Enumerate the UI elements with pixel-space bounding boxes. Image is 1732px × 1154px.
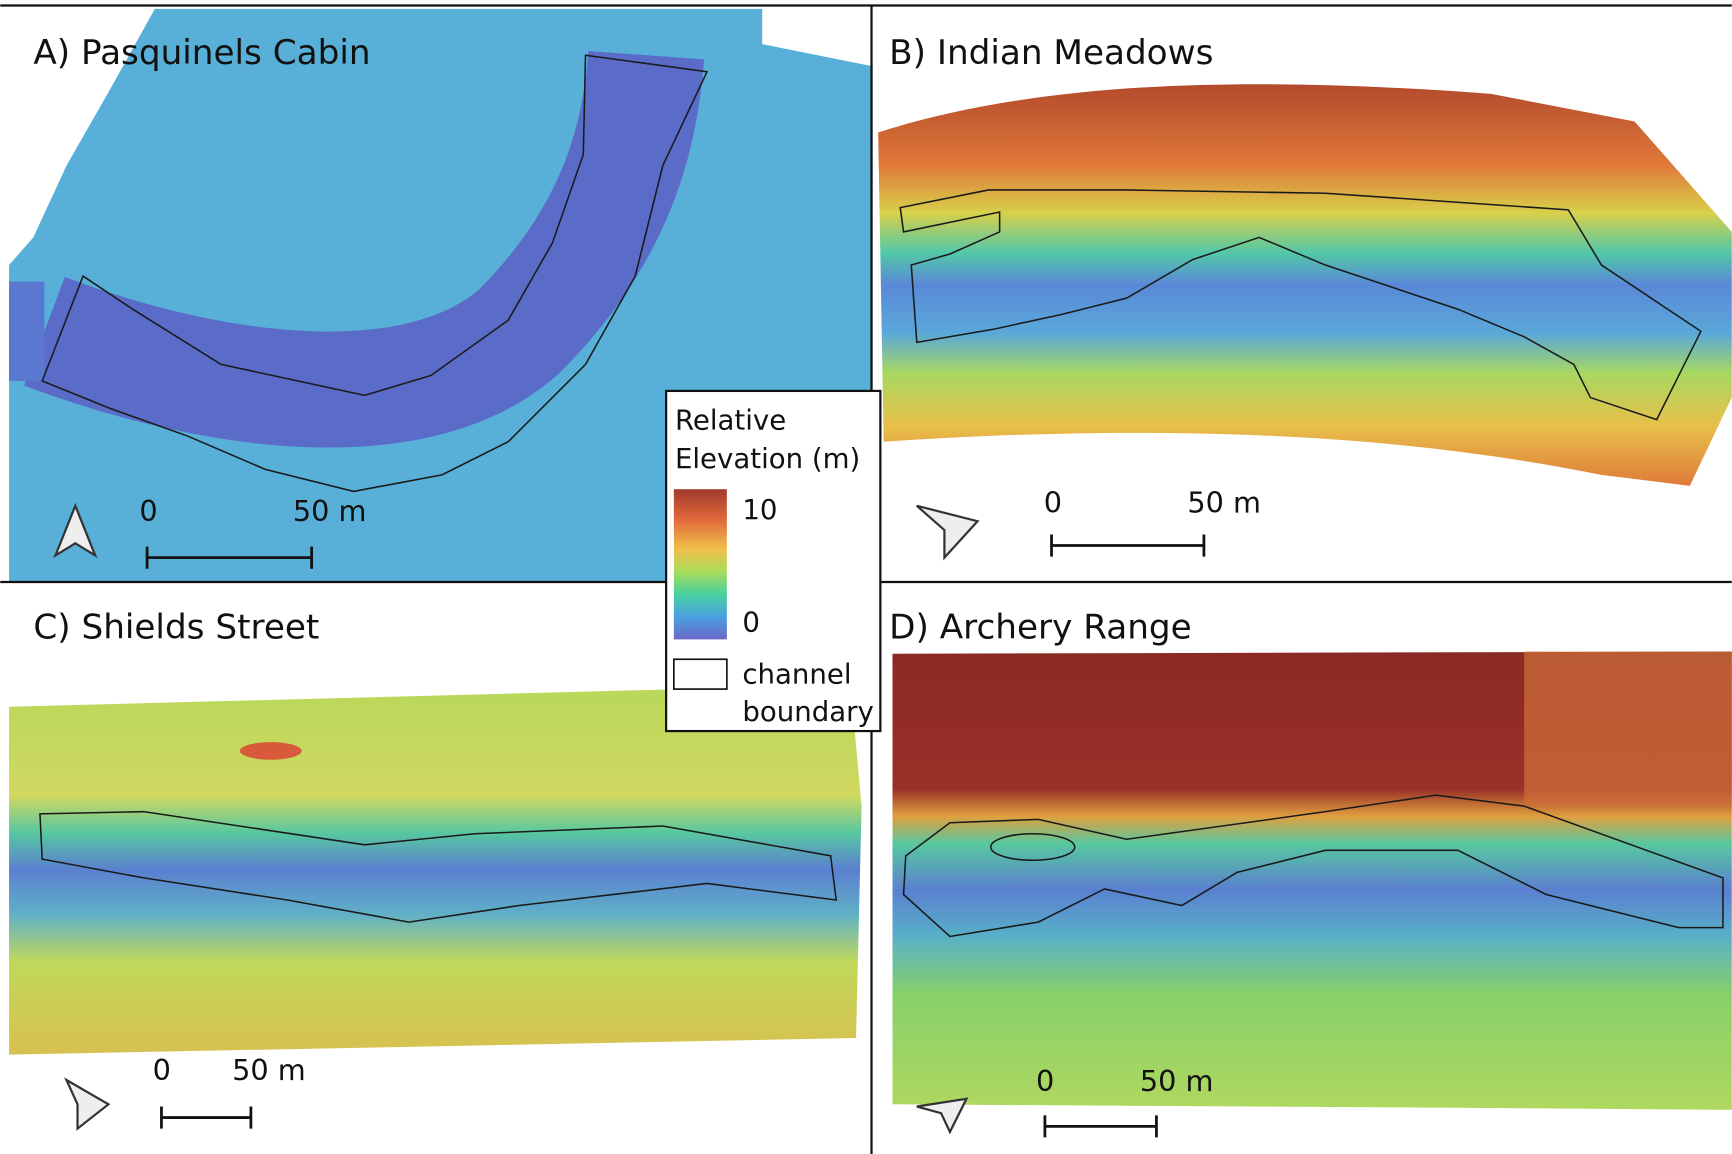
colorbar [674, 489, 727, 639]
panel-c [9, 685, 862, 1055]
north-arrow [66, 1080, 108, 1129]
scale-bar [161, 1107, 250, 1129]
scale-label: 50 m [1140, 1064, 1214, 1098]
panel-d [893, 652, 1732, 1110]
legend: Relative Elevation (m) 10 0 channel boun… [666, 391, 880, 731]
legend-label: boundary [742, 695, 873, 728]
scale-label: 50 m [232, 1053, 306, 1087]
legend-title: Elevation (m) [675, 442, 860, 475]
map-feature [1524, 652, 1732, 807]
scale-label: 50 m [1187, 485, 1261, 519]
legend-title: Relative [675, 404, 786, 437]
panel-title: D) Archery Range [889, 607, 1192, 647]
figure: A) Pasquinels Cabin B) Indian Meadows C)… [0, 0, 1732, 1154]
elevation-map [878, 84, 1732, 486]
panel-title: B) Indian Meadows [889, 33, 1213, 73]
legend-label: channel [742, 658, 851, 691]
map-feature [240, 742, 302, 760]
scale-bar [1045, 1115, 1157, 1137]
north-arrow [917, 506, 978, 558]
scale-label: 0 [1036, 1064, 1054, 1098]
scale-label: 0 [153, 1053, 171, 1087]
colorbar-tick-label: 0 [742, 606, 760, 639]
boundary-swatch [674, 659, 727, 689]
scale-bar [1052, 534, 1204, 556]
panel-b [878, 84, 1732, 486]
panel-title: C) Shields Street [33, 607, 319, 647]
scale-label: 50 m [293, 494, 367, 528]
scale-label: 0 [139, 494, 157, 528]
colorbar-tick-label: 10 [742, 493, 777, 526]
elevation-map [9, 685, 862, 1055]
scale-label: 0 [1044, 485, 1062, 519]
panel-title: A) Pasquinels Cabin [33, 33, 370, 73]
